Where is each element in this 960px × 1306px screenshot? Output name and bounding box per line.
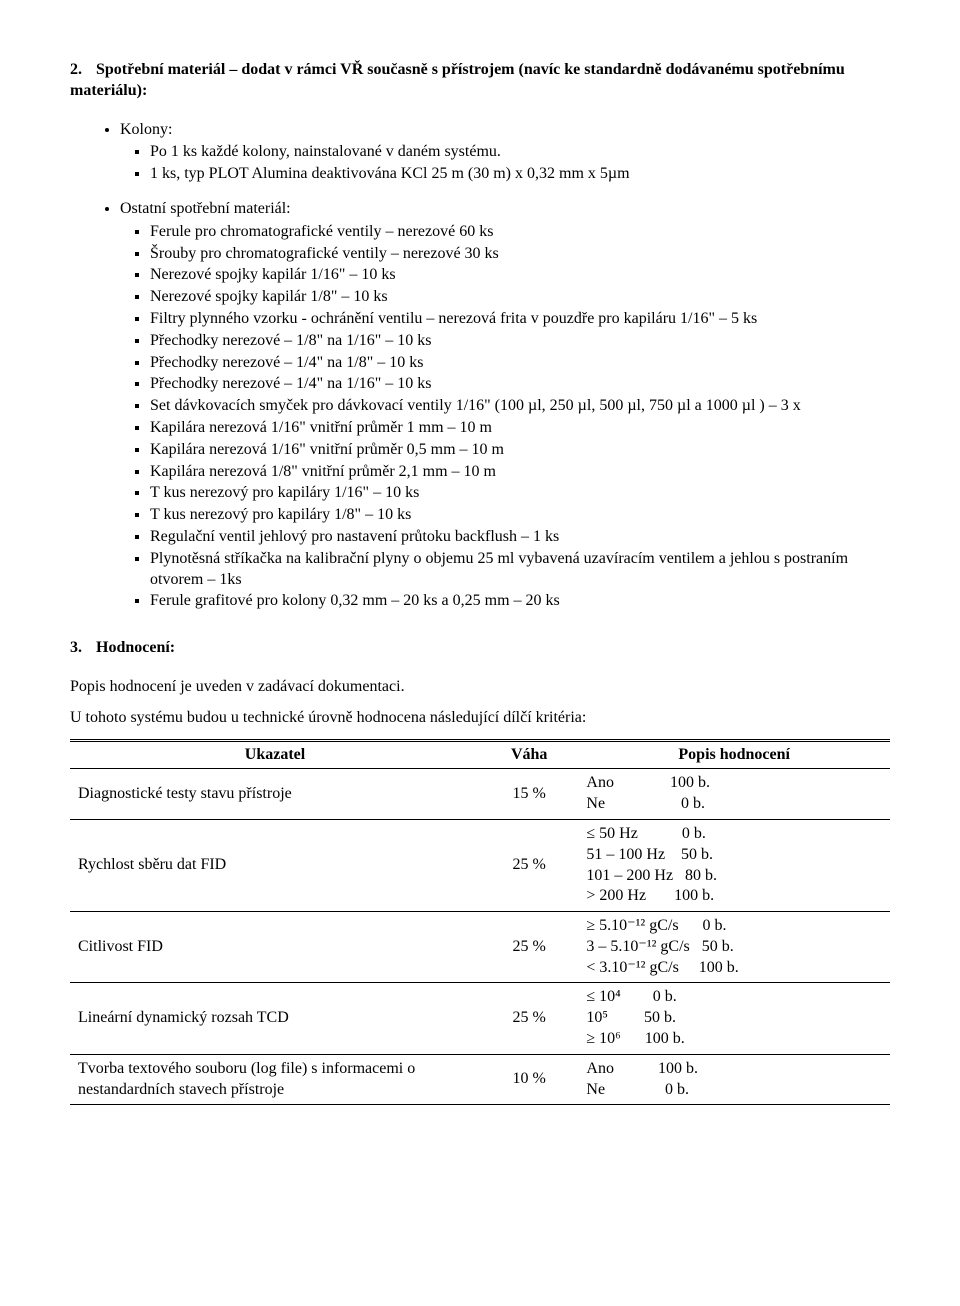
list-item: Přechodky nerezové – 1/4" na 1/8" – 10 k… [150, 353, 890, 374]
cell-vaha: 10 % [480, 1054, 578, 1105]
table-row: Citlivost FID25 %≥ 5.10⁻¹² gC/s 0 b. 3 –… [70, 912, 890, 983]
group-kolony-label: Kolony: [120, 121, 172, 138]
section-3-para-2: U tohoto systému budou u technické úrovn… [70, 708, 890, 729]
list-item: Přechodky nerezové – 1/4" na 1/16" – 10 … [150, 374, 890, 395]
table-header-ukazatel: Ukazatel [70, 740, 480, 769]
list-item: Nerezové spojky kapilár 1/16" – 10 ks [150, 265, 890, 286]
section-3-para-1: Popis hodnocení je uveden v zadávací dok… [70, 677, 890, 698]
list-item: Kapilára nerezová 1/8" vnitřní průměr 2,… [150, 462, 890, 483]
list-item: Ferule grafitové pro kolony 0,32 mm – 20… [150, 591, 890, 612]
cell-ukazatel: Tvorba textového souboru (log file) s in… [70, 1054, 480, 1105]
evaluation-table: Ukazatel Váha Popis hodnocení Diagnostic… [70, 739, 890, 1106]
group-kolony: Kolony: Po 1 ks každé kolony, nainstalov… [120, 120, 890, 185]
cell-ukazatel: Citlivost FID [70, 912, 480, 983]
group-ostatni-label: Ostatní spotřební materiál: [120, 200, 291, 217]
cell-popis: ≤ 50 Hz 0 b. 51 – 100 Hz 50 b. 101 – 200… [578, 819, 890, 911]
list-item: Šrouby pro chromatografické ventily – ne… [150, 244, 890, 265]
cell-ukazatel: Diagnostické testy stavu přístroje [70, 769, 480, 820]
cell-popis: ≤ 10⁴ 0 b. 10⁵ 50 b. ≥ 10⁶ 100 b. [578, 983, 890, 1054]
section-2-number: 2. [70, 60, 96, 81]
list-item: Nerezové spojky kapilár 1/8" – 10 ks [150, 287, 890, 308]
list-item: T kus nerezový pro kapiláry 1/8" – 10 ks [150, 505, 890, 526]
group-ostatni: Ostatní spotřební materiál: Ferule pro c… [120, 199, 890, 612]
cell-vaha: 25 % [480, 819, 578, 911]
section-3-title: Hodnocení: [96, 639, 175, 656]
section-2-heading: 2.Spotřební materiál – dodat v rámci VŘ … [70, 60, 890, 102]
cell-ukazatel: Lineární dynamický rozsah TCD [70, 983, 480, 1054]
list-item: Přechodky nerezové – 1/8" na 1/16" – 10 … [150, 331, 890, 352]
cell-vaha: 25 % [480, 983, 578, 1054]
list-item: 1 ks, typ PLOT Alumina deaktivována KCl … [150, 164, 890, 185]
table-row: Lineární dynamický rozsah TCD25 %≤ 10⁴ 0… [70, 983, 890, 1054]
list-item: T kus nerezový pro kapiláry 1/16" – 10 k… [150, 483, 890, 504]
table-header-popis: Popis hodnocení [578, 740, 890, 769]
section-2-title: Spotřební materiál – dodat v rámci VŘ so… [70, 61, 845, 99]
cell-ukazatel: Rychlost sběru dat FID [70, 819, 480, 911]
table-row: Tvorba textového souboru (log file) s in… [70, 1054, 890, 1105]
list-item: Set dávkovacích smyček pro dávkovací ven… [150, 396, 890, 417]
list-item: Po 1 ks každé kolony, nainstalované v da… [150, 142, 890, 163]
section-3-heading: 3.Hodnocení: [70, 638, 890, 659]
cell-popis: Ano 100 b. Ne 0 b. [578, 769, 890, 820]
cell-popis: Ano 100 b. Ne 0 b. [578, 1054, 890, 1105]
table-header-vaha: Váha [480, 740, 578, 769]
list-item: Ferule pro chromatografické ventily – ne… [150, 222, 890, 243]
list-item: Plynotěsná stříkačka na kalibrační plyny… [150, 549, 890, 591]
cell-popis: ≥ 5.10⁻¹² gC/s 0 b. 3 – 5.10⁻¹² gC/s 50 … [578, 912, 890, 983]
table-row: Rychlost sběru dat FID25 %≤ 50 Hz 0 b. 5… [70, 819, 890, 911]
cell-vaha: 15 % [480, 769, 578, 820]
table-row: Diagnostické testy stavu přístroje15 %An… [70, 769, 890, 820]
list-item: Filtry plynného vzorku - ochránění venti… [150, 309, 890, 330]
list-item: Regulační ventil jehlový pro nastavení p… [150, 527, 890, 548]
list-item: Kapilára nerezová 1/16" vnitřní průměr 0… [150, 440, 890, 461]
section-3-number: 3. [70, 638, 96, 659]
cell-vaha: 25 % [480, 912, 578, 983]
list-item: Kapilára nerezová 1/16" vnitřní průměr 1… [150, 418, 890, 439]
